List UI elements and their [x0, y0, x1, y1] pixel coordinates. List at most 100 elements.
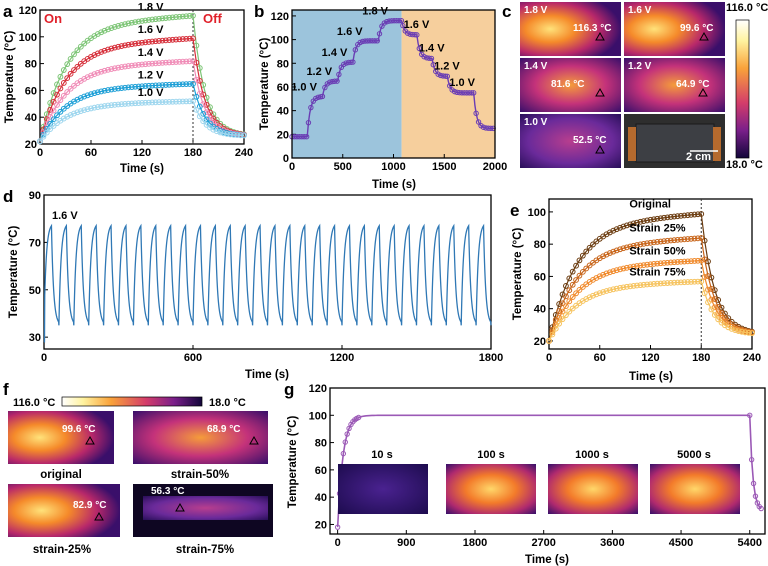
- data-point: [667, 279, 674, 286]
- data-point: [664, 214, 671, 221]
- series-line: [548, 237, 753, 342]
- data-point: [213, 128, 220, 135]
- y-tick-label: 40: [277, 106, 289, 118]
- data-point: [81, 40, 88, 47]
- panel-f-letter: f: [3, 380, 9, 399]
- data-point: [340, 450, 347, 457]
- data-point: [398, 17, 405, 24]
- series-label: 1.8 V: [138, 1, 164, 13]
- data-point: [105, 87, 111, 93]
- data-point: [43, 125, 50, 132]
- data-point: [115, 64, 122, 71]
- thermal-image-1-8v: 1.8 V 116.3 °C: [520, 2, 621, 56]
- panel-g-letter: g: [284, 380, 294, 399]
- data-point: [84, 74, 91, 80]
- data-point: [569, 305, 576, 312]
- data-point: [128, 100, 135, 107]
- x-tick-label: 120: [641, 352, 659, 364]
- data-point: [607, 250, 613, 256]
- data-point: [661, 280, 667, 287]
- data-point: [125, 84, 132, 91]
- y-tick-label: 70: [29, 237, 41, 249]
- x-tick-label: 0: [335, 537, 341, 549]
- data-point: [623, 264, 630, 271]
- data-point: [400, 22, 406, 29]
- data-point: [630, 220, 637, 227]
- data-point: [566, 275, 573, 282]
- colorbar-max-label: 116.0 °C: [13, 397, 55, 409]
- data-point: [57, 85, 64, 92]
- data-point: [549, 331, 556, 338]
- data-point: [125, 63, 132, 69]
- series-strain25: Strain 25%: [546, 223, 755, 344]
- data-point: [94, 104, 101, 110]
- data-point: [149, 16, 156, 23]
- series-label: Strain 75%: [629, 266, 685, 278]
- data-point: [57, 108, 64, 115]
- y-tick-label: 20: [534, 336, 546, 348]
- data-point: [159, 99, 166, 105]
- data-point: [678, 258, 684, 265]
- y-tick-label: 80: [25, 59, 37, 71]
- data-point: [698, 211, 705, 217]
- data-point: [122, 84, 128, 91]
- data-point: [179, 58, 186, 65]
- series-label: Strain 50%: [629, 245, 685, 257]
- panel-b-xlabel: Time (s): [372, 179, 416, 191]
- data-point: [569, 268, 576, 275]
- data-point: [331, 78, 338, 84]
- data-point: [708, 296, 715, 303]
- data-point: [607, 287, 613, 294]
- data-point: [688, 211, 694, 218]
- data-point: [657, 280, 664, 287]
- data-point: [115, 23, 122, 29]
- y-tick-label: 50: [29, 285, 41, 297]
- data-point: [610, 268, 617, 275]
- thermal-voltage-label: 1.2 V: [628, 61, 652, 72]
- data-point: [701, 274, 708, 280]
- data-point: [105, 46, 111, 53]
- data-point: [139, 39, 145, 46]
- data-point: [57, 97, 64, 104]
- data-point: [166, 59, 173, 66]
- data-point: [128, 41, 135, 48]
- data-point: [108, 66, 115, 72]
- data-point: [176, 58, 183, 65]
- data-point: [576, 257, 583, 264]
- data-point: [563, 303, 569, 310]
- inset-10s: 10 s: [338, 449, 428, 514]
- thermal-temp-label: 99.6 °C: [62, 424, 95, 435]
- data-point: [190, 35, 196, 42]
- data-point: [661, 214, 667, 221]
- data-point: [630, 283, 637, 289]
- series-label: 1.6 V: [138, 24, 164, 36]
- data-point: [701, 256, 708, 263]
- data-point: [654, 239, 661, 245]
- x-tick-label: 0: [41, 352, 47, 364]
- data-point: [94, 50, 101, 57]
- colorbar-f: 116.0 °C 18.0 °C: [13, 396, 246, 409]
- data-point: [108, 45, 115, 52]
- x-tick-label: 4500: [669, 537, 693, 549]
- data-point: [573, 290, 579, 297]
- data-point: [600, 271, 607, 278]
- x-tick-label: 1800: [479, 352, 503, 364]
- data-point: [217, 129, 224, 136]
- thermal-image-strain-25: 82.9 °C strain-25%: [8, 484, 120, 556]
- data-point: [50, 123, 57, 129]
- data-point: [637, 282, 644, 289]
- inset-100s: 100 s: [446, 449, 536, 514]
- data-point: [430, 62, 436, 68]
- data-point: [688, 258, 694, 265]
- data-point: [634, 263, 640, 269]
- data-point: [200, 118, 207, 125]
- data-point: [579, 252, 586, 259]
- data-point: [81, 93, 88, 100]
- panel-d-frame: [43, 194, 492, 350]
- data-point: [145, 99, 152, 106]
- data-point: [125, 100, 132, 107]
- data-point: [475, 119, 482, 125]
- data-point: [711, 296, 718, 302]
- data-point: [728, 325, 735, 332]
- data-point: [128, 62, 135, 69]
